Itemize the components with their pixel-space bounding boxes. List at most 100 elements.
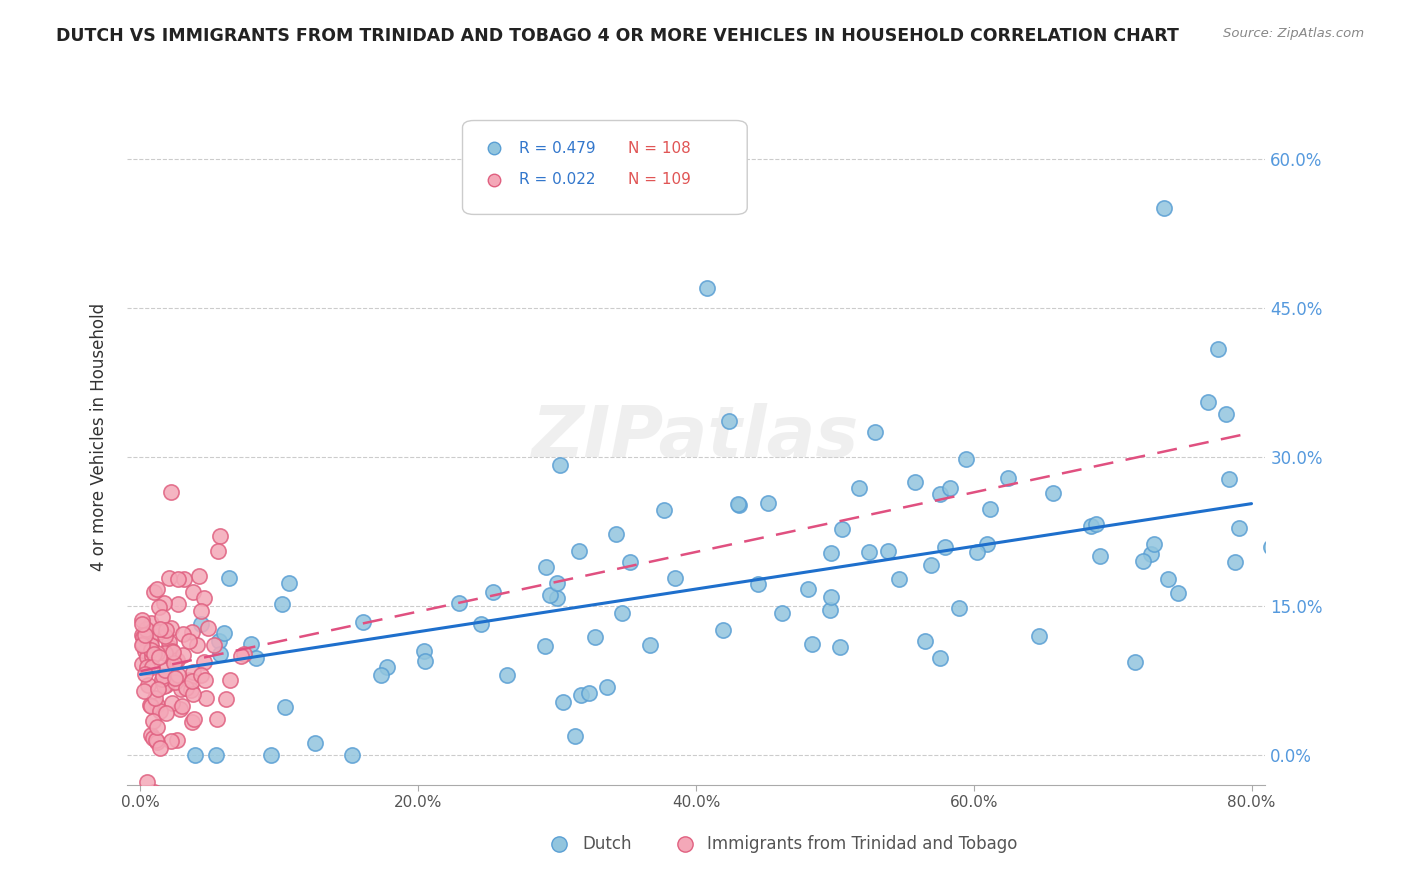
Point xyxy=(1388,535,1406,549)
Point xyxy=(1090,549,1112,564)
Point xyxy=(1291,458,1313,472)
Point xyxy=(155,706,177,720)
Point xyxy=(818,603,841,617)
Point xyxy=(202,638,225,652)
Point xyxy=(194,673,217,687)
Point xyxy=(551,695,574,709)
Point xyxy=(240,636,263,650)
Point xyxy=(179,634,201,648)
Point xyxy=(564,729,586,743)
Point xyxy=(1080,519,1102,533)
Point xyxy=(188,569,211,583)
Point xyxy=(149,704,172,718)
Point xyxy=(352,615,374,629)
Point xyxy=(1125,655,1147,669)
Point xyxy=(155,678,177,692)
Point xyxy=(375,660,398,674)
Text: Dutch: Dutch xyxy=(582,835,631,853)
Point xyxy=(141,643,163,657)
Point xyxy=(605,527,627,541)
Point xyxy=(142,731,165,745)
Point xyxy=(165,671,187,685)
Point xyxy=(141,729,163,743)
Point xyxy=(145,720,167,734)
Text: ZIPatlas: ZIPatlas xyxy=(533,402,859,472)
Point xyxy=(215,692,238,706)
Point xyxy=(139,699,162,714)
Point xyxy=(134,683,156,698)
Point xyxy=(142,714,165,728)
Point xyxy=(1197,395,1219,409)
Point xyxy=(190,617,212,632)
Point xyxy=(820,591,842,605)
Point xyxy=(948,601,970,615)
Point xyxy=(146,682,169,697)
Text: N = 109: N = 109 xyxy=(627,172,690,187)
Point xyxy=(181,674,204,689)
Point xyxy=(756,496,779,510)
Point xyxy=(131,613,153,627)
Point xyxy=(166,572,188,586)
Point xyxy=(166,652,188,666)
Point xyxy=(180,682,202,697)
Point xyxy=(583,630,606,644)
Point xyxy=(277,576,299,591)
Point xyxy=(848,481,870,495)
Point xyxy=(976,537,998,551)
Point xyxy=(997,471,1019,485)
Point xyxy=(1157,572,1180,586)
Point xyxy=(135,659,157,673)
Point xyxy=(447,596,470,610)
FancyBboxPatch shape xyxy=(463,120,747,214)
Point xyxy=(1143,537,1166,551)
Point xyxy=(1225,555,1247,569)
Point xyxy=(1330,505,1353,519)
Point xyxy=(184,748,207,763)
Point xyxy=(160,484,183,499)
Point xyxy=(274,700,297,714)
Point xyxy=(1264,594,1286,608)
Point xyxy=(136,650,159,665)
Point xyxy=(167,668,190,682)
Point xyxy=(150,672,173,686)
Point xyxy=(212,626,235,640)
Point xyxy=(180,715,202,730)
Point xyxy=(770,606,793,620)
Point xyxy=(195,690,218,705)
Point xyxy=(142,584,165,599)
Point xyxy=(172,627,194,641)
Point xyxy=(143,691,166,706)
Point xyxy=(135,775,157,789)
Point xyxy=(146,698,169,713)
Point xyxy=(612,606,634,620)
Text: R = 0.022: R = 0.022 xyxy=(519,172,596,187)
Point xyxy=(176,681,198,696)
Point xyxy=(1139,547,1161,561)
Point xyxy=(139,698,162,712)
Point xyxy=(162,653,184,667)
Point xyxy=(169,701,191,715)
Point xyxy=(1299,382,1322,396)
Point xyxy=(413,644,436,658)
Point xyxy=(186,639,208,653)
Point xyxy=(183,712,205,726)
Point xyxy=(193,655,215,669)
Point xyxy=(1042,485,1064,500)
Point xyxy=(696,281,718,295)
Point xyxy=(208,529,231,543)
Point xyxy=(190,604,212,618)
Point xyxy=(233,647,256,661)
Point xyxy=(928,487,950,501)
Point xyxy=(159,621,181,635)
Y-axis label: 4 or more Vehicles in Household: 4 or more Vehicles in Household xyxy=(90,303,108,571)
Text: R = 0.479: R = 0.479 xyxy=(519,141,596,156)
Point xyxy=(131,638,153,652)
Point xyxy=(181,624,204,639)
Point xyxy=(1376,448,1399,462)
Point xyxy=(208,634,231,648)
Point xyxy=(170,698,193,713)
Point xyxy=(865,425,887,439)
Point xyxy=(163,657,186,671)
Text: N = 108: N = 108 xyxy=(627,141,690,156)
Point xyxy=(1206,342,1229,356)
